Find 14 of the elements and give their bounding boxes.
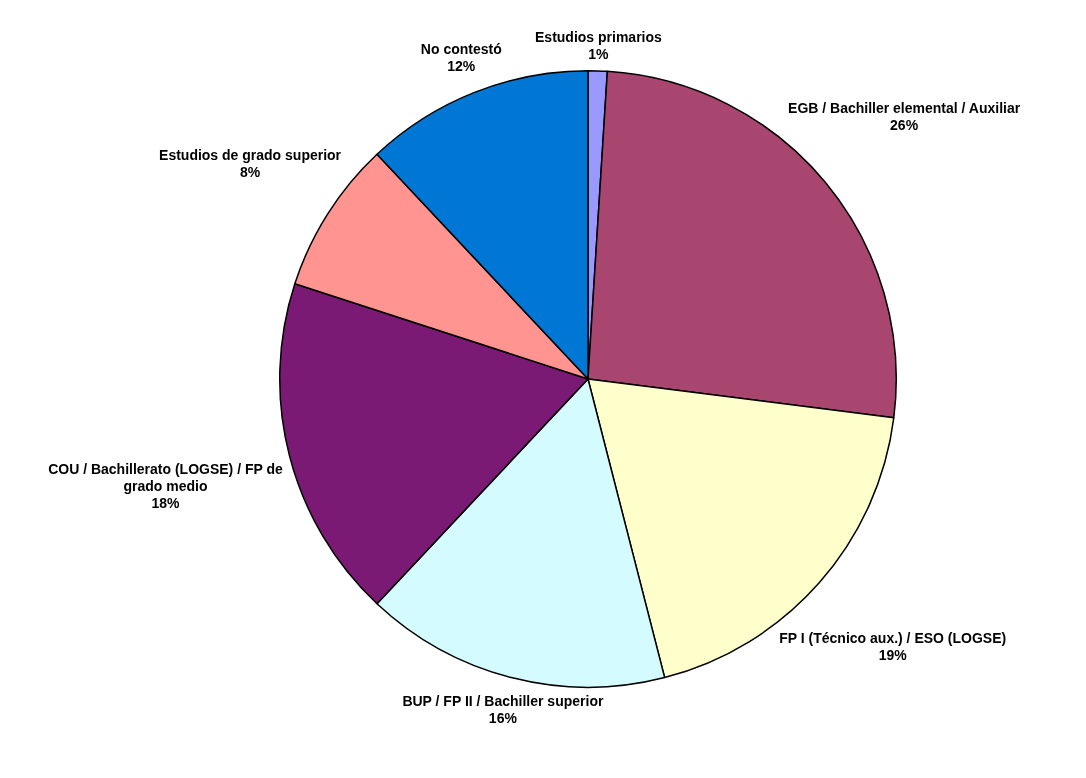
slice-label: Estudios de grado superior [159,146,342,163]
slice-label: BUP / FP II / Bachiller superior [402,692,604,709]
slice-label: No contestó [420,41,502,58]
data-label: 26% [890,116,919,133]
data-label: 16% [488,709,518,726]
slice-label: EGB / Bachiller elemental / Auxiliar [788,99,1021,116]
data-label: 1% [588,46,610,63]
data-label: 12% [447,58,476,75]
slice-label: FP I (Técnico aux.) / ESO (LOGSE) [779,630,1007,647]
data-label: 19% [878,647,908,664]
data-label: 18% [151,495,181,512]
slice-label: Estudios primarios [535,29,663,46]
slice-label: COU / Bachillerato (LOGSE) / FP de grado medio [48,461,283,495]
data-label: 8% [239,163,261,180]
